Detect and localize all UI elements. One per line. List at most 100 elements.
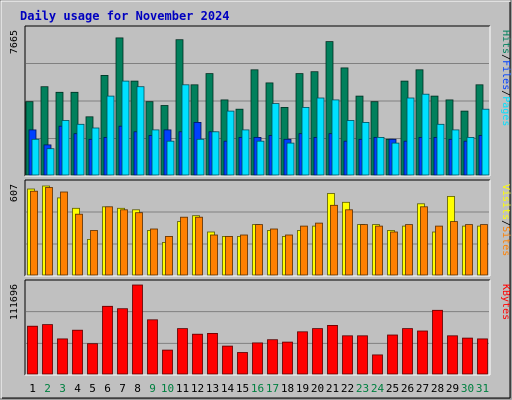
bar-kbytes-day-1 <box>27 325 38 375</box>
bar-pages-day-17 <box>271 103 280 176</box>
x-tick-label: 11 <box>176 382 189 395</box>
x-tick-label: 19 <box>296 382 309 395</box>
bar-kbytes-day-2 <box>42 324 53 375</box>
panel-kbytes: 111696 KBytes <box>9 279 511 376</box>
x-tick-label: 1 <box>29 382 36 395</box>
bar-pages-day-11 <box>181 84 190 176</box>
bar-kbytes-day-10 <box>162 349 173 375</box>
x-tick-label: 16 <box>251 382 264 395</box>
bar-kbytes-day-14 <box>222 345 233 375</box>
bar-pages-day-22 <box>346 120 355 176</box>
x-tick-label: 21 <box>326 382 339 395</box>
bar-kbytes-day-15 <box>237 352 248 375</box>
x-tick-label: 29 <box>446 382 459 395</box>
bar-pages-day-18 <box>286 142 295 176</box>
x-tick-label: 24 <box>371 382 385 395</box>
bar-pages-day-16 <box>256 140 265 176</box>
bar-pages-day-12 <box>196 138 205 176</box>
bar-kbytes-day-24 <box>372 354 383 375</box>
bar-kbytes-day-27 <box>417 330 428 375</box>
x-tick-label: 15 <box>236 382 249 395</box>
bar-pages-day-26 <box>406 97 415 176</box>
x-tick-label: 3 <box>59 382 66 395</box>
bar-sites-day-20 <box>315 222 323 276</box>
bar-sites-day-10 <box>165 235 173 276</box>
bar-pages-day-9 <box>151 129 160 176</box>
x-tick-label: 10 <box>161 382 174 395</box>
x-tick-label: 23 <box>356 382 369 395</box>
series-label-hits: Hits <box>500 30 511 54</box>
bar-pages-day-29 <box>451 129 460 176</box>
bar-pages-day-20 <box>316 97 325 176</box>
bar-pages-day-31 <box>481 108 490 176</box>
bar-kbytes-day-11 <box>177 328 188 375</box>
bar-pages-day-5 <box>91 127 100 176</box>
x-tick-label: 31 <box>476 382 489 395</box>
bar-sites-day-21 <box>330 204 338 276</box>
x-tick-label: 5 <box>89 382 96 395</box>
x-tick-label: 2 <box>44 382 51 395</box>
bar-pages-day-28 <box>436 123 445 176</box>
x-tick-label: 9 <box>149 382 156 395</box>
bar-pages-day-13 <box>211 131 220 176</box>
bar-kbytes-day-19 <box>297 331 308 375</box>
bar-kbytes-day-26 <box>402 328 413 375</box>
x-tick-label: 25 <box>386 382 399 395</box>
bar-sites-day-3 <box>60 191 68 276</box>
series-label-kbytes: KBytes <box>500 284 511 320</box>
bar-pages-day-27 <box>421 93 430 176</box>
x-tick-label: 30 <box>461 382 474 395</box>
bar-kbytes-day-9 <box>147 319 158 375</box>
x-tick-label: 28 <box>431 382 444 395</box>
bar-sites-day-8 <box>135 212 143 276</box>
x-tick-label: 12 <box>191 382 204 395</box>
bar-sites-day-17 <box>270 228 278 276</box>
bar-pages-day-8 <box>136 86 145 176</box>
x-tick-label: 17 <box>266 382 279 395</box>
bar-sites-day-4 <box>75 213 83 276</box>
x-tick-label: 4 <box>74 382 81 395</box>
x-tick-label: 14 <box>221 382 235 395</box>
series-label-files: Files <box>500 60 511 90</box>
bar-pages-day-10 <box>166 140 175 176</box>
x-tick-label: 8 <box>134 382 141 395</box>
bar-kbytes-day-4 <box>72 329 83 375</box>
bar-sites-day-29 <box>450 221 458 276</box>
bar-kbytes-day-8 <box>132 284 143 375</box>
x-tick-label: 20 <box>311 382 324 395</box>
bar-kbytes-day-28 <box>432 309 443 375</box>
bar-sites-day-5 <box>90 230 98 276</box>
x-tick-label: 22 <box>341 382 354 395</box>
x-tick-label: 27 <box>416 382 429 395</box>
x-tick-label: 7 <box>119 382 126 395</box>
bar-kbytes-day-17 <box>267 339 278 375</box>
bar-sites-day-18 <box>285 234 293 276</box>
bar-sites-day-26 <box>405 224 413 276</box>
bar-sites-day-23 <box>360 224 368 276</box>
bar-kbytes-day-22 <box>342 335 353 375</box>
bar-pages-day-23 <box>361 122 370 176</box>
bar-pages-day-6 <box>106 95 115 176</box>
bar-sites-day-19 <box>300 225 308 276</box>
y-max-label: 607 <box>9 184 20 202</box>
bar-kbytes-day-21 <box>327 324 338 375</box>
bar-sites-day-31 <box>480 224 488 276</box>
bar-pages-day-19 <box>301 107 310 176</box>
x-tick-label: 18 <box>281 382 294 395</box>
bar-pages-day-24 <box>376 136 385 176</box>
bar-sites-day-11 <box>180 216 188 276</box>
bar-kbytes-day-3 <box>57 338 68 375</box>
bar-pages-day-25 <box>391 142 400 176</box>
chart-panels: 7665 Hits/Files/Pages 607 Visits/Sites 11169… <box>9 25 511 376</box>
bar-kbytes-day-18 <box>282 341 293 375</box>
bar-sites-day-12 <box>195 216 203 276</box>
bar-kbytes-day-12 <box>192 333 203 375</box>
bar-kbytes-day-13 <box>207 332 218 375</box>
x-tick-label: 26 <box>401 382 414 395</box>
bar-pages-day-30 <box>466 136 475 176</box>
bar-kbytes-day-6 <box>102 305 113 375</box>
bar-sites-day-6 <box>105 206 113 276</box>
bar-kbytes-day-16 <box>252 342 263 375</box>
